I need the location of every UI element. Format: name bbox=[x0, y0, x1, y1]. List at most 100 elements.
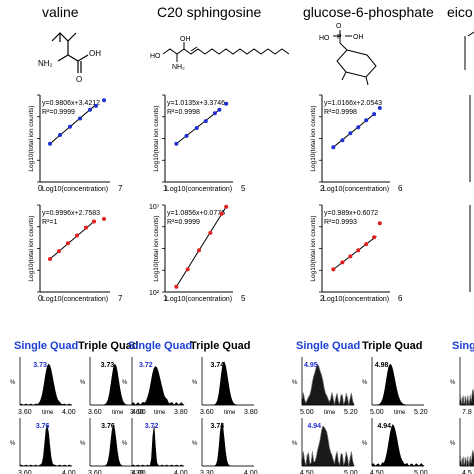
baseline-trace bbox=[459, 389, 474, 405]
peak-trace bbox=[19, 363, 73, 406]
time-tick-label: 3.60 bbox=[18, 409, 32, 416]
peak-trace bbox=[371, 424, 425, 467]
chromatogram-panel: % 4.5 bbox=[450, 418, 474, 474]
equation-label: y=0.989x+0.6072 bbox=[324, 210, 378, 217]
data-point bbox=[348, 131, 353, 136]
r2-label: R²=0.9999 bbox=[42, 109, 75, 116]
time-tick-label: 4.00 bbox=[62, 409, 76, 416]
data-point bbox=[48, 141, 52, 146]
x-axis-label: Log10(concentration) bbox=[323, 296, 389, 303]
percent-label: % bbox=[292, 441, 298, 447]
percent-label: % bbox=[10, 380, 16, 386]
peak-trace bbox=[90, 363, 142, 406]
peak-retention-label: 3.76 bbox=[36, 423, 50, 430]
data-point bbox=[364, 118, 369, 123]
triple-quad-header: Triple Quad bbox=[190, 340, 251, 352]
g6p-o-label: O bbox=[336, 23, 342, 30]
y-axis-label: Log10(total ion counts) bbox=[310, 105, 317, 171]
time-tick-label: 7.8 bbox=[462, 409, 472, 416]
peak-trace bbox=[19, 425, 73, 467]
data-point bbox=[356, 248, 361, 253]
peak-trace bbox=[301, 425, 355, 467]
single-quad-header: Single Quad bbox=[296, 340, 360, 352]
x-tick-label: 5 bbox=[241, 294, 246, 303]
x-tick-label: 1 bbox=[163, 294, 168, 303]
chromatogram-panel: % 3.60 3.80 time 3.72 bbox=[122, 357, 188, 416]
data-point bbox=[331, 145, 336, 150]
g6p-structure bbox=[333, 30, 377, 86]
time-tick-label: 5.00 bbox=[344, 470, 358, 474]
chromatogram-panel: % 3.60 4.00 3.76 bbox=[10, 418, 76, 474]
triple-quad-header: Triple Quad bbox=[362, 340, 423, 352]
peak-trace bbox=[202, 421, 254, 467]
time-tick-label: 3.60 bbox=[88, 409, 102, 416]
data-point bbox=[184, 133, 189, 138]
time-axis-label: time bbox=[224, 410, 236, 416]
data-point bbox=[364, 242, 369, 247]
data-point bbox=[48, 256, 52, 261]
time-tick-label: 3.30 bbox=[130, 470, 144, 474]
x-tick-label: 0 bbox=[38, 294, 43, 303]
chromatogram-panel: % 3.60 3.80 time 3.74 bbox=[192, 357, 258, 416]
time-tick-label: 3.30 bbox=[200, 470, 214, 474]
plot-valine-triple: 0 7 Log10(concentration) Log10(total ion co… bbox=[28, 204, 123, 303]
data-point bbox=[58, 133, 62, 138]
data-point bbox=[224, 101, 229, 106]
peak-retention-label: 3.73 bbox=[101, 362, 115, 369]
y-tick-label: 10² bbox=[149, 290, 160, 297]
sphingosine-structure bbox=[162, 42, 290, 62]
data-point bbox=[94, 103, 98, 108]
peak-retention-label: 3.76 bbox=[101, 423, 115, 430]
chromatogram-panel: % 7.8 bbox=[450, 357, 474, 416]
peak-retention-label: 4.94 bbox=[307, 423, 321, 430]
time-axis-label: time bbox=[42, 410, 54, 416]
fit-line bbox=[175, 206, 227, 288]
data-point bbox=[340, 260, 345, 265]
data-point bbox=[356, 125, 361, 130]
g6p-p-label: P bbox=[337, 34, 342, 41]
time-tick-label: 3.60 bbox=[18, 470, 32, 474]
plot-sphingosine-single: 1 5 Log10(concentration) Log10(total ion co… bbox=[153, 94, 246, 193]
time-axis-label: time bbox=[154, 410, 166, 416]
data-point bbox=[372, 112, 377, 117]
time-tick-label: 5.00 bbox=[370, 409, 384, 416]
r2-label: R²=0.9998 bbox=[167, 109, 200, 116]
valine-nh2-label: NH₂ bbox=[38, 59, 53, 68]
data-point bbox=[219, 211, 224, 216]
peak-retention-label: 3.72 bbox=[145, 423, 159, 430]
plot-g6p-single: 2 6 Log10(concentration) Log10(total ion co… bbox=[310, 94, 403, 193]
x-axis-label: Log10(concentration) bbox=[166, 186, 232, 193]
sphingosine-oh-label: OH bbox=[180, 36, 191, 43]
peak-retention-label: 4.94 bbox=[377, 423, 391, 430]
sphingosine-ho-label: HO bbox=[150, 53, 161, 60]
plot-g6p-triple: 2 6 Log10(concentration) Log10(total ion co… bbox=[310, 204, 403, 303]
time-axis-label: time bbox=[324, 410, 336, 416]
time-tick-label: 3.80 bbox=[174, 409, 188, 416]
data-point bbox=[217, 107, 222, 112]
single-quad-header: Single Quad bbox=[128, 340, 192, 352]
chromatogram-panel: % 4.50 5.00 4.94 bbox=[292, 418, 358, 474]
time-tick-label: 4.50 bbox=[300, 470, 314, 474]
sphingosine-nh2-label: NH₂ bbox=[172, 64, 185, 71]
compound-name-sphingosine: C20 sphingosine bbox=[157, 4, 262, 20]
peak-trace bbox=[90, 424, 142, 467]
data-point bbox=[102, 216, 106, 221]
time-tick-label: 5.20 bbox=[344, 409, 358, 416]
time-axis-label: time bbox=[394, 410, 406, 416]
data-point bbox=[377, 221, 382, 226]
equation-label: y=0.9806x+3.4212 bbox=[42, 100, 100, 107]
triple-quad-header: Triple Quad bbox=[78, 340, 139, 352]
percent-label: % bbox=[192, 441, 198, 447]
data-point bbox=[68, 124, 72, 129]
time-tick-label: 4.00 bbox=[132, 409, 146, 416]
x-tick-label: 6 bbox=[398, 294, 403, 303]
single-quad-header: Sing bbox=[452, 340, 474, 352]
data-point bbox=[212, 111, 217, 116]
calibration-plots: 0 7 Log10(concentration) Log10(total ion co… bbox=[28, 94, 403, 303]
time-tick-label: 3.60 bbox=[130, 409, 144, 416]
data-point bbox=[194, 126, 199, 131]
fit-line bbox=[333, 113, 375, 148]
x-tick-label: 6 bbox=[398, 184, 403, 193]
